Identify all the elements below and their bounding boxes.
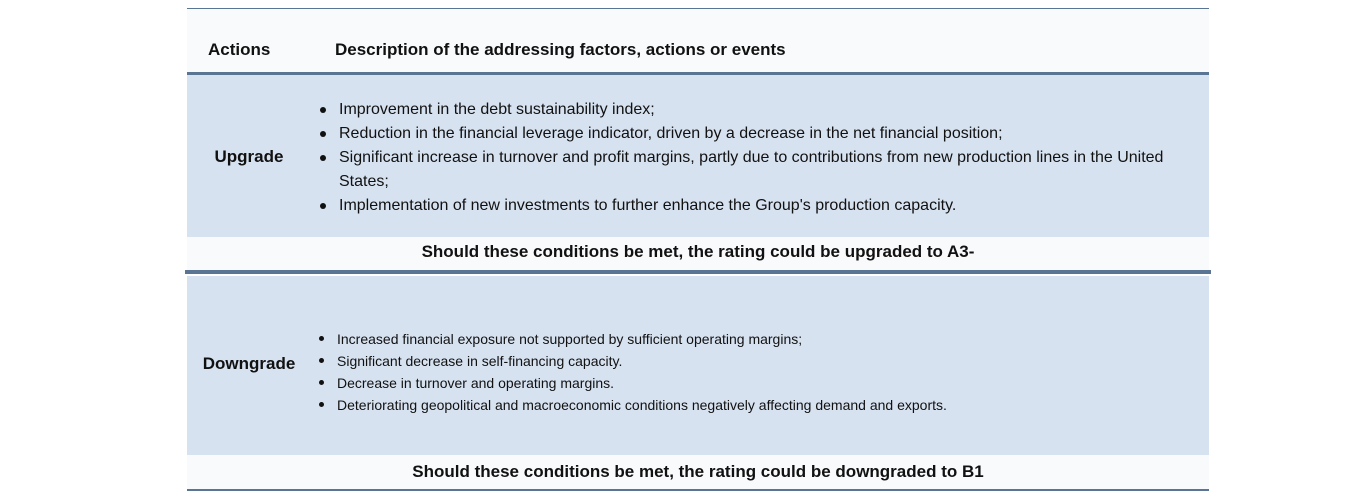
list-item-text: Significant decrease in self-financing c…	[337, 353, 623, 369]
bullet-icon	[319, 380, 324, 385]
list-item-text: Improvement in the debt sustainability i…	[339, 101, 655, 118]
list-item-text: Increased financial exposure not support…	[337, 331, 803, 347]
upgrade-row: Upgrade Improvement in the debt sustaina…	[187, 75, 1209, 237]
header-rule	[187, 72, 1209, 75]
upgrade-label: Upgrade	[214, 147, 284, 166]
list-item-text: Implementation of new investments to fur…	[339, 197, 957, 214]
bullet-icon	[319, 336, 324, 341]
downgrade-row: Downgrade Increased financial exposure n…	[187, 276, 1209, 455]
section-divider	[185, 270, 1211, 274]
upgrade-list: Improvement in the debt sustainability i…	[320, 98, 1169, 218]
list-item: Improvement in the debt sustainability i…	[320, 98, 1169, 122]
downgrade-conclusion: Should these conditions be met, the rati…	[187, 455, 1209, 489]
list-item-text: Decrease in turnover and operating margi…	[337, 375, 615, 391]
header-description: Description of the addressing factors, a…	[335, 40, 786, 59]
downgrade-label: Downgrade	[202, 354, 296, 373]
bullet-icon	[320, 107, 326, 113]
table-header: Actions Description of the addressing fa…	[187, 9, 1209, 73]
bullet-icon	[320, 155, 326, 161]
bullet-icon	[320, 203, 326, 209]
list-item-text: Significant increase in turnover and pro…	[339, 149, 1164, 190]
bullet-icon	[319, 402, 324, 407]
list-item: Implementation of new investments to fur…	[320, 194, 1169, 218]
downgrade-list: Increased financial exposure not support…	[319, 328, 1177, 416]
list-item-text: Deteriorating geopolitical and macroecon…	[337, 397, 947, 413]
header-actions: Actions	[208, 40, 271, 59]
list-item: Decrease in turnover and operating margi…	[319, 372, 1177, 394]
list-item: Increased financial exposure not support…	[319, 328, 1177, 350]
top-rule	[187, 8, 1209, 9]
bullet-icon	[320, 131, 326, 137]
bullet-icon	[319, 358, 324, 363]
list-item: Reduction in the financial leverage indi…	[320, 122, 1169, 146]
list-item: Significant decrease in self-financing c…	[319, 350, 1177, 372]
list-item: Deteriorating geopolitical and macroecon…	[319, 394, 1177, 416]
upgrade-conclusion: Should these conditions be met, the rati…	[187, 237, 1209, 271]
list-item-text: Reduction in the financial leverage indi…	[339, 125, 1003, 142]
list-item: Significant increase in turnover and pro…	[320, 146, 1169, 194]
bottom-rule	[187, 489, 1209, 491]
